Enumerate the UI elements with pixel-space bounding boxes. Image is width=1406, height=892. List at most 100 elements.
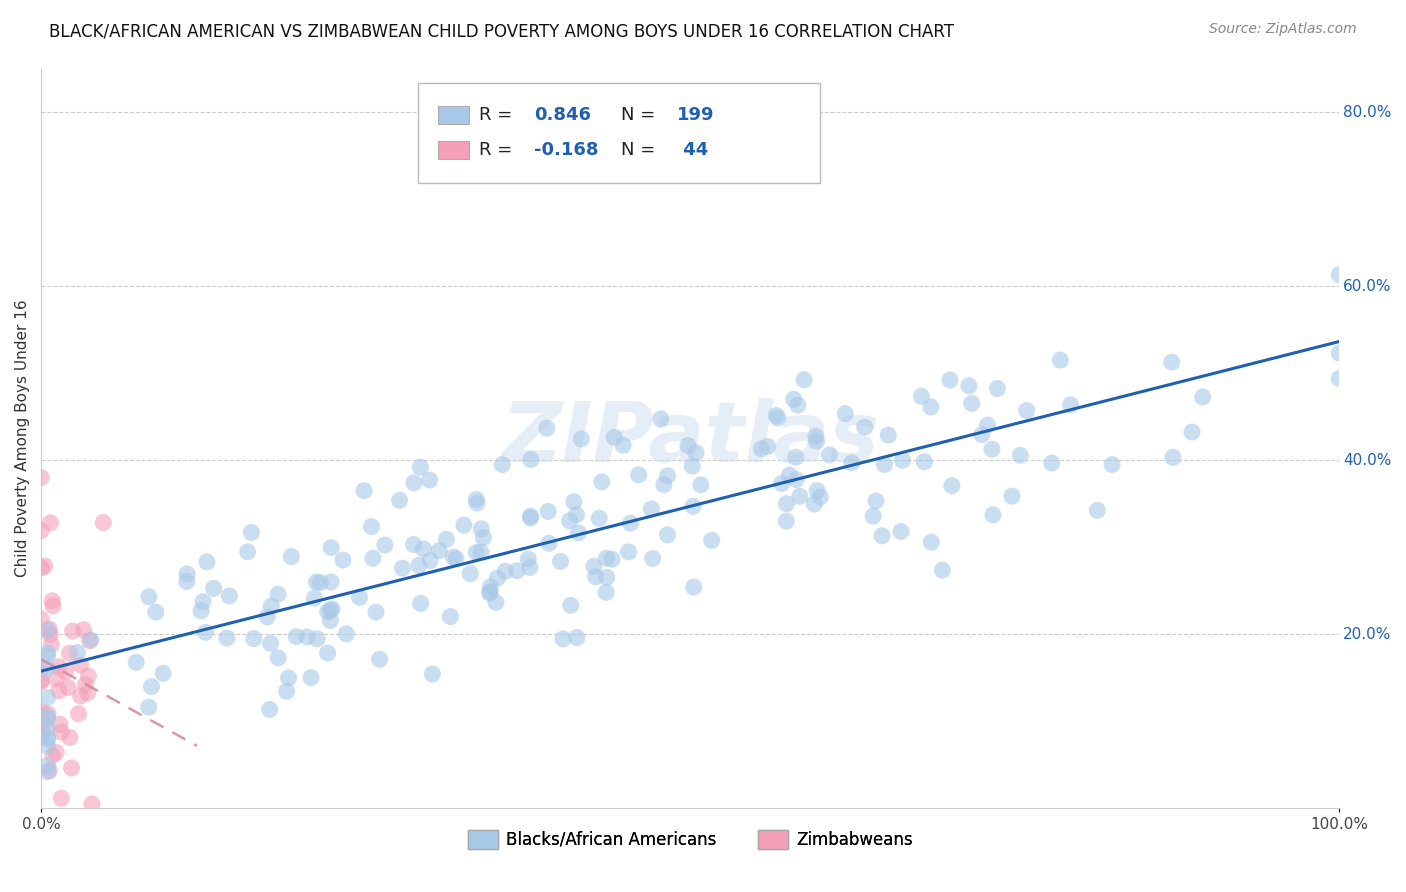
Text: R =: R =	[478, 106, 517, 124]
Point	[256, 610, 278, 624]
Point	[439, 609, 461, 624]
Point	[31, 705, 53, 719]
Point	[986, 382, 1008, 396]
Point	[676, 438, 699, 452]
Point	[218, 589, 240, 603]
Point	[595, 551, 617, 566]
Point	[176, 574, 198, 589]
Point	[194, 625, 217, 640]
Point	[152, 666, 174, 681]
Point	[419, 553, 441, 567]
Point	[67, 706, 90, 721]
Point	[353, 483, 375, 498]
Point	[30, 662, 52, 676]
Point	[37, 690, 59, 705]
Point	[60, 761, 83, 775]
Point	[388, 493, 411, 508]
Point	[280, 549, 302, 564]
Point	[360, 519, 382, 533]
Point	[818, 448, 841, 462]
Point	[77, 669, 100, 683]
Point	[402, 537, 425, 551]
Point	[920, 400, 942, 414]
Point	[349, 591, 371, 605]
Point	[560, 599, 582, 613]
Point	[49, 717, 72, 731]
Point	[402, 475, 425, 490]
Point	[603, 430, 626, 444]
Point	[240, 525, 263, 540]
Point	[912, 455, 935, 469]
Point	[458, 566, 481, 581]
Point	[970, 427, 993, 442]
Point	[1329, 268, 1351, 282]
Point	[537, 536, 560, 550]
Point	[37, 648, 59, 663]
Point	[215, 631, 238, 645]
Point	[335, 627, 357, 641]
Point	[834, 407, 856, 421]
Point	[259, 702, 281, 716]
Point	[600, 552, 623, 566]
Text: 60.0%: 60.0%	[1343, 278, 1392, 293]
Point	[841, 456, 863, 470]
Point	[981, 442, 1004, 457]
Point	[486, 571, 509, 585]
Point	[45, 672, 67, 686]
Point	[806, 483, 828, 498]
Point	[427, 543, 450, 558]
Point	[453, 518, 475, 533]
Point	[259, 636, 281, 650]
Point	[48, 660, 70, 674]
Point	[37, 722, 59, 736]
Point	[641, 551, 664, 566]
Point	[30, 714, 52, 729]
Point	[652, 477, 675, 491]
Point	[141, 680, 163, 694]
Point	[319, 603, 342, 617]
Point	[1181, 425, 1204, 439]
Point	[37, 661, 59, 675]
Point	[519, 511, 541, 525]
Point	[42, 599, 65, 613]
Point	[309, 575, 332, 590]
Point	[125, 655, 148, 669]
Point	[195, 555, 218, 569]
Point	[1040, 456, 1063, 470]
Point	[419, 473, 441, 487]
Text: 40.0%: 40.0%	[1343, 453, 1392, 467]
Point	[582, 559, 605, 574]
Point	[332, 553, 354, 567]
Point	[321, 541, 343, 555]
Point	[138, 700, 160, 714]
Point	[80, 633, 103, 648]
Point	[37, 758, 59, 772]
Point	[1015, 403, 1038, 417]
Point	[38, 622, 60, 636]
Text: 44: 44	[678, 141, 709, 159]
Point	[890, 524, 912, 539]
Point	[191, 595, 214, 609]
Point	[374, 538, 396, 552]
Point	[770, 476, 793, 491]
Point	[1101, 458, 1123, 472]
Point	[364, 605, 387, 619]
Point	[299, 671, 322, 685]
Point	[202, 582, 225, 596]
Point	[267, 651, 290, 665]
Point	[491, 458, 513, 472]
Point	[465, 496, 488, 510]
Point	[785, 473, 807, 487]
Point	[612, 438, 634, 452]
Point	[957, 379, 980, 393]
Point	[56, 681, 79, 695]
Point	[853, 420, 876, 434]
Point	[276, 684, 298, 698]
Point	[756, 440, 779, 454]
Point	[1160, 355, 1182, 369]
Point	[79, 633, 101, 648]
Point	[30, 675, 52, 690]
Point	[55, 665, 77, 679]
Point	[1010, 448, 1032, 462]
Point	[32, 718, 55, 732]
